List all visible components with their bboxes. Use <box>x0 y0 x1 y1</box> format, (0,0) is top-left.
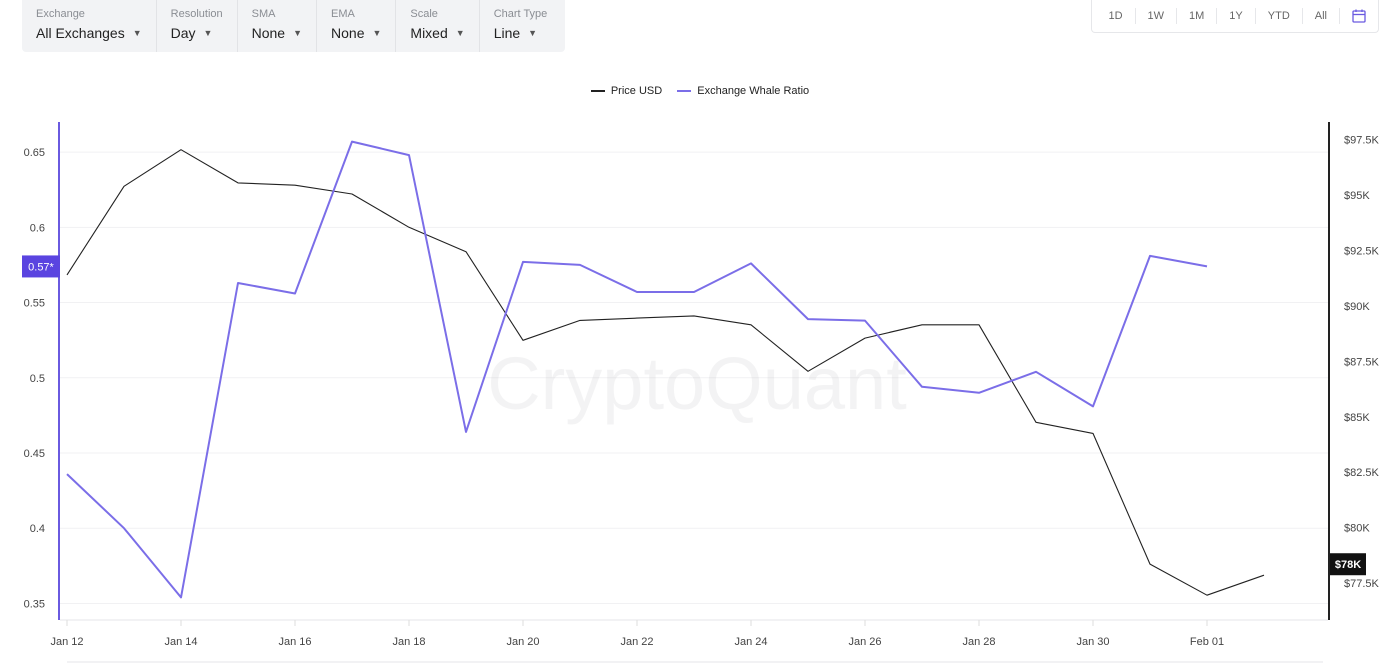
right-last-value-badge <box>1330 553 1366 576</box>
y-left-tick-label: 0.4 <box>30 523 45 535</box>
x-tick-label: Jan 30 <box>1076 636 1109 648</box>
legend-whale-label: Exchange Whale Ratio <box>697 85 810 97</box>
resolution-select[interactable]: Resolution Day ▼ <box>157 0 238 52</box>
sma-label: SMA <box>251 8 276 20</box>
left-last-value-text: 0.57* <box>28 261 54 273</box>
right-last-value-text: $78K <box>1335 559 1361 571</box>
x-tick-label: Jan 22 <box>620 636 653 648</box>
y-right-tick-label: $90K <box>1344 301 1370 313</box>
chart-type-label: Chart Type <box>493 8 548 20</box>
series-lines <box>66 140 1265 599</box>
caret-down-icon: ▼ <box>528 28 538 38</box>
caret-down-icon: ▼ <box>455 28 465 38</box>
y-right-tick-label: $97.5K <box>1344 135 1380 147</box>
ema-label: EMA <box>331 8 355 20</box>
y-right-tick-label: $82.5K <box>1344 467 1380 479</box>
caret-down-icon: ▼ <box>132 28 142 38</box>
axes <box>58 122 1330 663</box>
ema-select[interactable]: EMA None ▼ <box>317 0 397 52</box>
range-1d-button[interactable]: 1D <box>1096 8 1136 24</box>
exchange-label: Exchange <box>36 8 85 20</box>
caret-down-icon: ▼ <box>203 28 213 38</box>
time-range-selector: 1D 1W 1M 1Y YTD All <box>1091 0 1379 33</box>
scale-select[interactable]: Scale Mixed ▼ <box>396 0 480 52</box>
y-right-tick-label: $85K <box>1344 412 1370 424</box>
scale-value: Mixed <box>410 25 448 41</box>
y-left-tick-label: 0.6 <box>30 222 45 234</box>
legend-whale-swatch <box>677 90 692 92</box>
chart-settings-toolbar: Exchange All Exchanges ▼ Resolution Day ▼ … <box>22 0 565 52</box>
resolution-label: Resolution <box>170 8 223 20</box>
last-value-badges: 0.57* $78K <box>22 255 1366 576</box>
sma-select[interactable]: SMA None ▼ <box>238 0 318 52</box>
y-right-tick-label: $87.5K <box>1344 356 1380 368</box>
legend-price-usd[interactable]: Price USD <box>590 85 663 97</box>
series-line-exchange-whale-ratio <box>66 140 1208 599</box>
x-tick-label: Jan 12 <box>50 636 83 648</box>
calendar-icon <box>1352 9 1366 23</box>
grid-lines <box>60 151 1328 604</box>
scale-label: Scale <box>410 8 438 20</box>
y-left-tick-label: 0.55 <box>24 298 45 310</box>
left-last-value-badge <box>22 255 60 278</box>
y-right-tick-label: $77.5K <box>1344 578 1380 590</box>
caret-down-icon: ▼ <box>372 28 382 38</box>
watermark: CryptoQuant <box>487 342 907 425</box>
chart-type-value: Line <box>493 25 521 41</box>
x-tick-label: Jan 28 <box>962 636 995 648</box>
range-1w-button[interactable]: 1W <box>1136 8 1178 24</box>
y-left-tick-label: 0.65 <box>24 147 45 159</box>
range-ytd-button[interactable]: YTD <box>1256 8 1303 24</box>
exchange-select[interactable]: Exchange All Exchanges ▼ <box>22 0 157 52</box>
x-tick-label: Jan 26 <box>848 636 881 648</box>
series-line-price-usd <box>66 149 1265 596</box>
chart-type-select[interactable]: Chart Type Line ▼ <box>480 0 562 52</box>
y-left-tick-label: 0.45 <box>24 448 45 460</box>
calendar-button[interactable] <box>1340 9 1374 23</box>
range-1m-button[interactable]: 1M <box>1177 8 1218 24</box>
range-1y-button[interactable]: 1Y <box>1217 8 1256 24</box>
range-all-button[interactable]: All <box>1303 8 1340 24</box>
y-left-tick-label: 0.35 <box>24 598 45 610</box>
sma-value: None <box>251 25 286 41</box>
legend-price-swatch <box>590 90 605 92</box>
legend-price-label: Price USD <box>610 85 663 97</box>
y-right-tick-label: $95K <box>1344 190 1370 202</box>
resolution-value: Day <box>170 25 196 41</box>
x-tick-label: Jan 24 <box>734 636 767 648</box>
x-tick-label: Feb 01 <box>1190 636 1224 648</box>
x-tick-label: Jan 20 <box>506 636 539 648</box>
ema-value: None <box>331 25 365 41</box>
x-tick-label: Jan 18 <box>392 636 425 648</box>
y-right-tick-label: $92.5K <box>1344 246 1380 258</box>
y-right-tick-label: $80K <box>1344 523 1370 535</box>
caret-down-icon: ▼ <box>293 28 303 38</box>
x-tick-label: Jan 16 <box>278 636 311 648</box>
chart-legend: Price USD Exchange Whale Ratio <box>0 83 1400 97</box>
y-left-tick-label: 0.5 <box>30 373 45 385</box>
exchange-value: All Exchanges <box>36 25 125 41</box>
legend-whale-ratio[interactable]: Exchange Whale Ratio <box>677 85 809 97</box>
tick-labels: 0.35 0.4 0.45 0.5 0.55 0.6 0.65 $77.5K $80K $82.5… <box>24 135 1380 648</box>
x-tick-label: Jan 14 <box>164 636 197 648</box>
